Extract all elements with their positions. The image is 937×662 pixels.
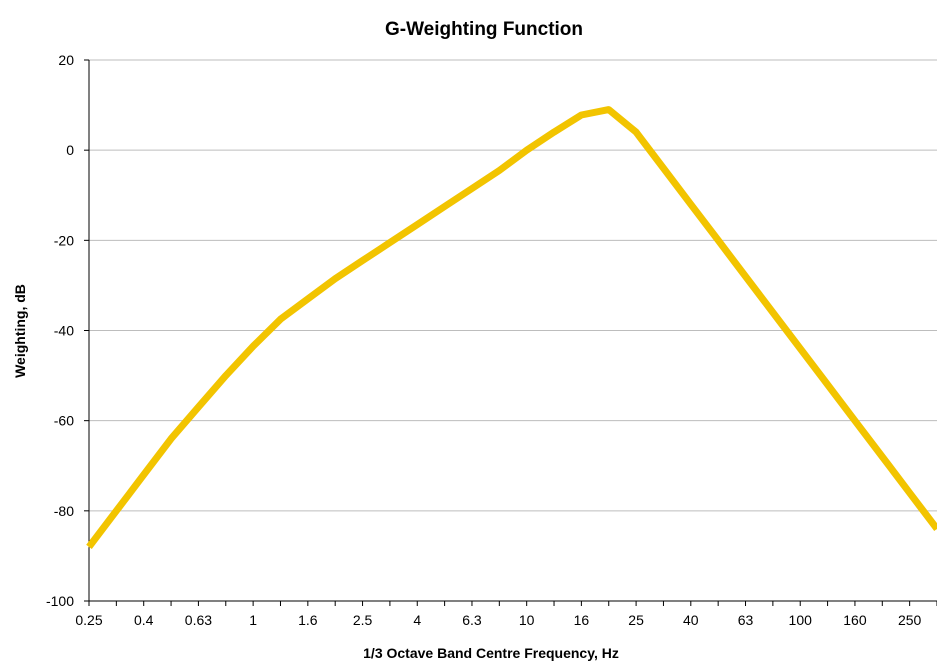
data-point [553, 131, 555, 133]
x-tick-label: 6.3 [462, 612, 482, 628]
data-point [115, 510, 117, 512]
data-point [635, 131, 637, 133]
data-point [170, 438, 172, 440]
data-point [279, 318, 281, 320]
x-tick-label: 2.5 [353, 612, 373, 628]
y-tick-label: -60 [54, 413, 74, 429]
y-axis-label: Weighting, dB [12, 284, 28, 378]
series-layer [86, 106, 937, 550]
data-point [717, 239, 719, 241]
data-point [662, 167, 664, 169]
data-point [745, 275, 747, 277]
y-tick-label: -40 [54, 323, 74, 339]
x-tick-label: 160 [843, 612, 867, 628]
x-tick-label: 40 [683, 612, 699, 628]
data-point [416, 224, 418, 226]
data-point [881, 456, 883, 458]
y-tick-label: -80 [54, 503, 74, 519]
data-point [471, 187, 473, 189]
x-tick-label: 16 [574, 612, 590, 628]
data-point [498, 169, 500, 171]
data-point [334, 278, 336, 280]
x-tick-label: 1 [249, 612, 257, 628]
data-point [827, 384, 829, 386]
axes [84, 59, 937, 606]
data-point [88, 546, 90, 548]
data-point [526, 149, 528, 151]
x-tick-label: 10 [519, 612, 535, 628]
x-tick-label: 0.63 [185, 612, 212, 628]
data-point [307, 298, 309, 300]
chart-title: G-Weighting Function [385, 19, 583, 40]
gridlines [89, 59, 937, 512]
data-point [362, 260, 364, 262]
y-tick-label: -100 [46, 593, 74, 609]
data-point [389, 242, 391, 244]
y-tick-labels: 20 0 -20 -40 -60 -80 -100 [46, 52, 74, 609]
data-point [197, 406, 199, 408]
x-tick-label: 4 [413, 612, 421, 628]
x-tick-label: 0.25 [75, 612, 102, 628]
x-tick-label: 1.6 [298, 612, 318, 628]
x-axis-label: 1/3 Octave Band Centre Frequency, Hz [363, 645, 619, 661]
data-point [252, 345, 254, 347]
data-point [225, 375, 227, 377]
x-tick-label: 250 [898, 612, 922, 628]
data-point [444, 206, 446, 208]
g-weighting-series-line [86, 106, 937, 550]
y-tick-label: -20 [54, 232, 74, 248]
y-tick-label: 20 [58, 52, 74, 68]
x-tick-label: 25 [628, 612, 644, 628]
data-point [690, 203, 692, 205]
data-point [772, 311, 774, 313]
x-tick-label: 63 [738, 612, 754, 628]
data-point [608, 109, 610, 111]
data-point [799, 348, 801, 350]
data-point [143, 474, 145, 476]
data-point [580, 114, 582, 116]
x-tick-label: 0.4 [134, 612, 154, 628]
x-tick-labels: 0.25 0.4 0.63 1 1.6 2.5 4 6.3 10 16 25 40 63 100 160 25… [75, 612, 921, 628]
x-tick-label: 100 [789, 612, 813, 628]
y-tick-label: 0 [66, 142, 74, 158]
data-point [854, 420, 856, 422]
data-point [909, 492, 911, 494]
